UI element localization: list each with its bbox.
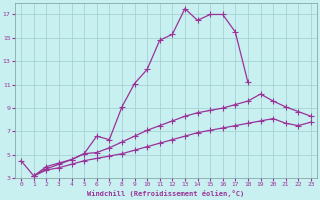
X-axis label: Windchill (Refroidissement éolien,°C): Windchill (Refroidissement éolien,°C)	[87, 190, 245, 197]
